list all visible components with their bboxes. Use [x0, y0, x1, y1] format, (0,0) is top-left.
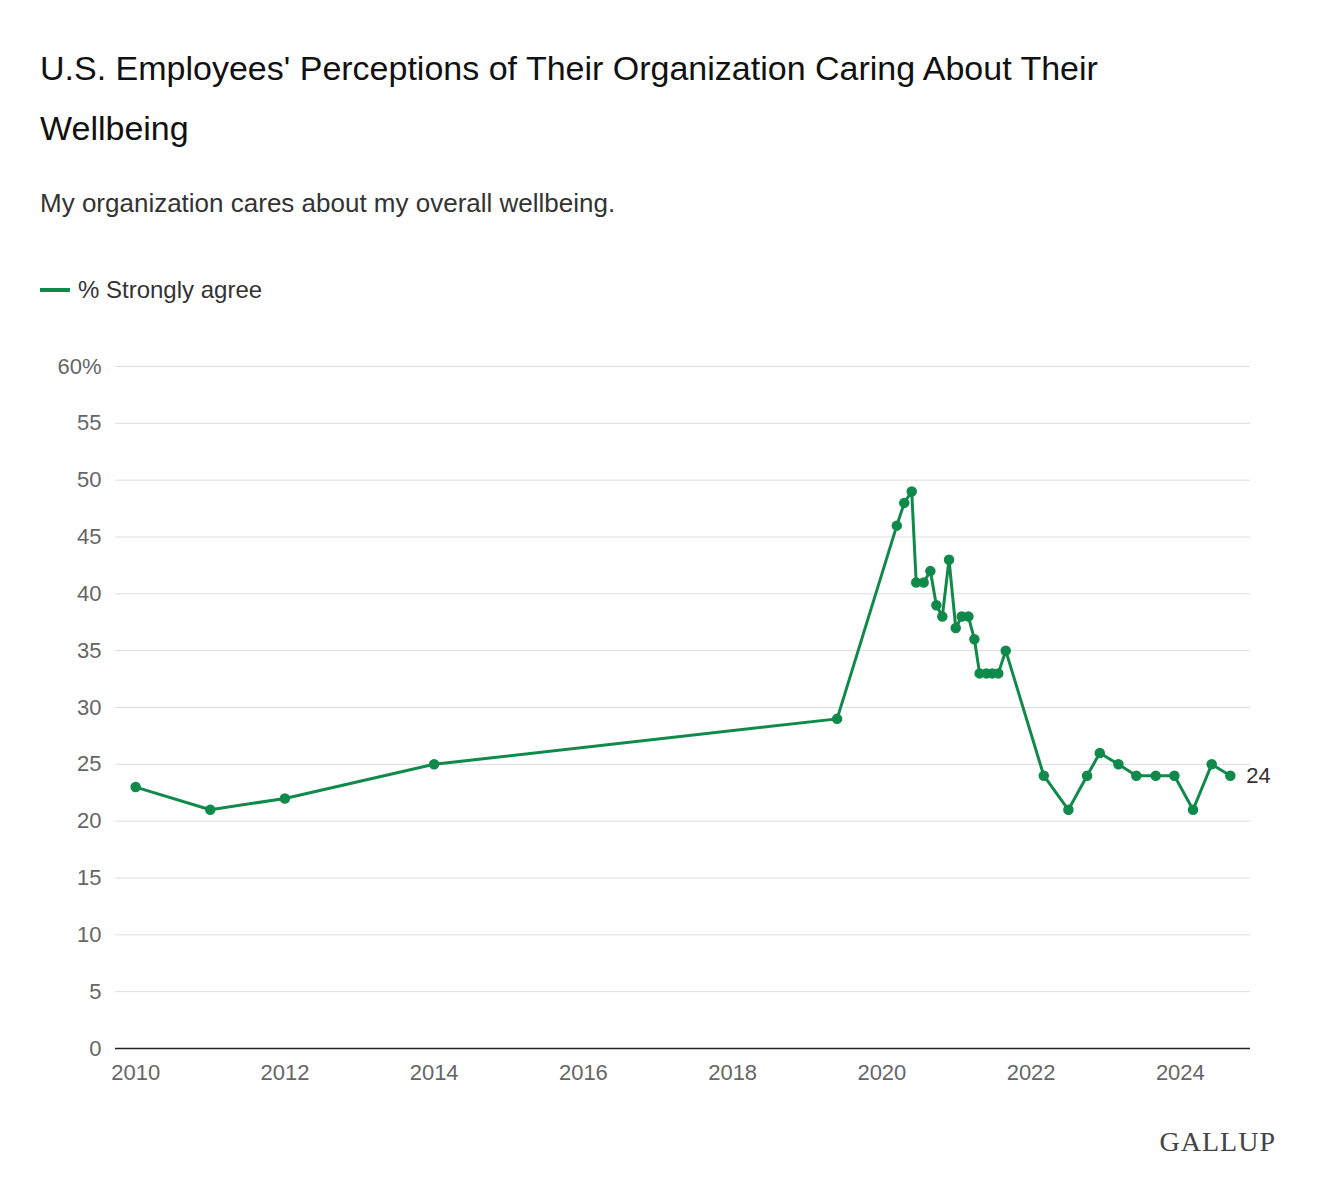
svg-text:25: 25 [77, 751, 101, 776]
svg-text:2018: 2018 [708, 1060, 757, 1085]
html-text:GALLUP: GALLUP [1159, 1126, 1276, 1157]
html-text:% Strongly agree: % Strongly agree [78, 276, 263, 303]
svg-text:15: 15 [77, 865, 101, 890]
svg-text:5: 5 [89, 979, 101, 1004]
svg-text:35: 35 [77, 638, 101, 663]
svg-text:2022: 2022 [1007, 1060, 1056, 1085]
svg-text:2014: 2014 [410, 1060, 459, 1085]
svg-text:20: 20 [77, 808, 101, 833]
svg-text:2012: 2012 [260, 1060, 309, 1085]
svg-text:60%: 60% [57, 354, 101, 379]
svg-text:50: 50 [77, 467, 101, 492]
svg-text:2024: 2024 [1156, 1060, 1205, 1085]
svg-text:24: 24 [1246, 763, 1270, 788]
html-text:My organization cares about my: My organization cares about my overall w… [40, 188, 616, 218]
svg-text:55: 55 [77, 410, 101, 435]
svg-text:2010: 2010 [111, 1060, 160, 1085]
svg-text:45: 45 [77, 524, 101, 549]
svg-text:2016: 2016 [559, 1060, 608, 1085]
svg-text:30: 30 [77, 695, 101, 720]
svg-text:10: 10 [77, 922, 101, 947]
svg-text:40: 40 [77, 581, 101, 606]
svg-text:0: 0 [89, 1036, 101, 1061]
svg-text:2020: 2020 [857, 1060, 906, 1085]
html-text:U.S. Employees' Perceptions of: U.S. Employees' Perceptions of Their Org… [40, 49, 1098, 147]
